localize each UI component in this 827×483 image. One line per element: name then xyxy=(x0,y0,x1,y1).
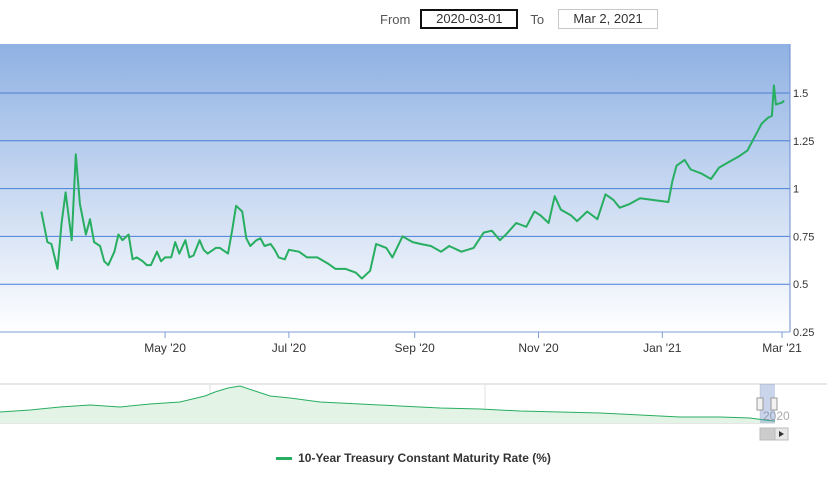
navigator-area xyxy=(0,386,775,423)
treasury-rate-chart: 0.25 0.5 0.75 1 1.25 1.5 May '20 Jul '20 Sep '20… xyxy=(0,44,827,441)
navigator-handle-left xyxy=(756,397,764,411)
navigator-handle-right xyxy=(770,397,778,411)
y-tick-label: 1 xyxy=(793,184,799,196)
date-range-selector: From To xyxy=(380,6,659,32)
navigator-line xyxy=(0,385,776,422)
x-tick-label: Mar '21 xyxy=(762,341,802,355)
to-label: To xyxy=(530,11,545,27)
legend[interactable]: 10-Year Treasury Constant Maturity Rate … xyxy=(0,451,827,465)
x-tick-label: Nov '20 xyxy=(518,341,559,355)
y-tick-label: 0.75 xyxy=(793,231,814,243)
from-date-input[interactable] xyxy=(420,9,519,29)
navigator-tick-label: 2020 xyxy=(763,409,790,423)
legend-label: 10-Year Treasury Constant Maturity Rate … xyxy=(298,451,551,465)
x-tick-label: May '20 xyxy=(144,341,186,355)
scrollbar-track xyxy=(0,428,775,440)
x-tick-label: Sep '20 xyxy=(395,341,436,355)
scrollbar-thumb xyxy=(759,427,776,441)
x-tick-label: Jul '20 xyxy=(272,341,307,355)
series-line xyxy=(40,84,785,280)
y-tick-label: 1.25 xyxy=(793,136,814,148)
y-tick-label: 0.25 xyxy=(793,327,814,339)
x-tick-label: Jan '21 xyxy=(643,341,682,355)
legend-line-swatch xyxy=(276,456,293,460)
to-date-input[interactable] xyxy=(558,9,659,29)
y-tick-label: 0.5 xyxy=(793,279,808,291)
navigator-selection xyxy=(760,384,775,423)
scroll-right-arrow-icon xyxy=(779,431,784,437)
from-label: From xyxy=(380,11,411,27)
y-tick-label: 1.5 xyxy=(793,88,808,100)
